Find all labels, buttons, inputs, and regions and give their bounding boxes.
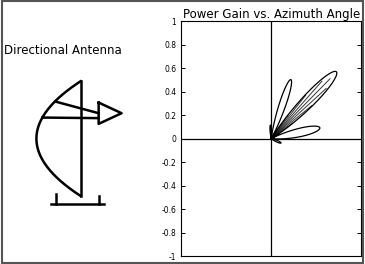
Text: Directional Antenna: Directional Antenna [4, 44, 122, 57]
Title: Power Gain vs. Azimuth Angle: Power Gain vs. Azimuth Angle [182, 8, 360, 21]
